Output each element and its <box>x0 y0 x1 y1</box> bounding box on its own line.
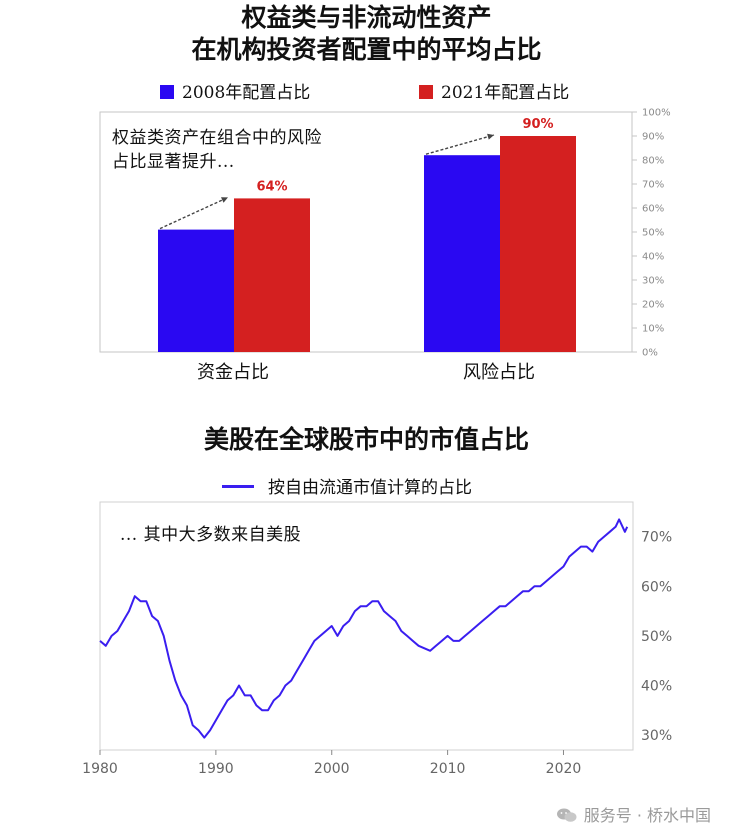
y-tick-label: 100% <box>642 108 671 119</box>
chart2-annotation: ... 其中大多数来自美股 <box>120 525 302 545</box>
chart1-annotation-line2: 占比显著提升... <box>112 152 235 172</box>
x-tick-label: 2010 <box>430 761 466 777</box>
bar-chart-plot: 0% 10% 20% 30% 40% 50% 60% 70% 80% 90% 100% 64% 90% <box>99 108 671 359</box>
wechat-icon <box>556 808 577 822</box>
y-tick-label: 0% <box>642 348 658 359</box>
y-tick-label: 50% <box>642 228 664 239</box>
trend-arrow-head <box>221 197 228 203</box>
x-tick-label: 1980 <box>82 761 118 777</box>
y-tick-label: 60% <box>641 579 672 595</box>
chart1-legend-item-2008: 2008年配置占比 <box>160 78 310 103</box>
legend-label-free-float: 按自由流通市值计算的占比 <box>268 478 472 498</box>
watermark: 服务号 · 桥水中国 <box>556 802 711 826</box>
chart2-title: 美股在全球股市中的市值占比 <box>203 425 529 454</box>
category-label-risk: 风险占比 <box>463 362 535 383</box>
chart1-legend-item-2021: 2021年配置占比 <box>419 78 569 103</box>
x-tick-label: 2020 <box>546 761 582 777</box>
chart1-title-line1: 权益类与非流动性资产 <box>241 3 492 32</box>
line-chart-frame <box>99 501 634 751</box>
category-label-funding: 资金占比 <box>197 362 269 383</box>
bar-2021 <box>500 136 576 352</box>
bar-2021 <box>234 198 310 352</box>
y-tick-label: 80% <box>642 156 664 167</box>
legend-swatch-2021 <box>419 85 433 99</box>
y-tick-label: 10% <box>642 324 664 335</box>
x-tick-label: 1990 <box>198 761 234 777</box>
y-tick-label: 20% <box>642 300 664 311</box>
y-tick-label: 40% <box>641 679 672 695</box>
legend-label-2008: 2008年配置占比 <box>182 83 311 103</box>
chart1-annotation: 权益类资产在组合中的风险 占比显著提升... <box>112 126 322 174</box>
legend-label-2021: 2021年配置占比 <box>441 83 570 103</box>
trend-arrow <box>159 196 229 230</box>
trend-arrow <box>425 134 495 155</box>
y-tick-label: 70% <box>641 530 672 546</box>
bar-2008 <box>424 155 500 352</box>
chart1-title-line2: 在机构投资者配置中的平均占比 <box>191 35 542 64</box>
legend-line-swatch <box>222 485 254 488</box>
data-label: 64% <box>256 179 287 194</box>
us-share-series-line <box>99 518 629 739</box>
trend-arrow-head <box>487 133 494 140</box>
y-tick-label: 50% <box>641 629 672 645</box>
x-tick-label: 2000 <box>314 761 350 777</box>
chart1-annotation-line1: 权益类资产在组合中的风险 <box>112 128 322 148</box>
watermark-text: 服务号 · 桥水中国 <box>583 806 711 825</box>
y-tick-label: 70% <box>642 180 664 191</box>
y-tick-label: 30% <box>641 728 672 744</box>
bar-2008 <box>158 229 234 352</box>
legend-swatch-2008 <box>160 85 174 99</box>
y-tick-label: 60% <box>642 204 664 215</box>
y-tick-label: 90% <box>642 132 664 143</box>
y-tick-label: 30% <box>642 276 664 287</box>
chart2-legend-item: 按自由流通市值计算的占比 <box>222 473 472 498</box>
line-chart-plot: 1980 1990 2000 2010 2020 30% 40% 50% 60% 70% <box>82 501 672 777</box>
data-label: 90% <box>522 117 553 132</box>
y-tick-label: 40% <box>642 252 664 263</box>
